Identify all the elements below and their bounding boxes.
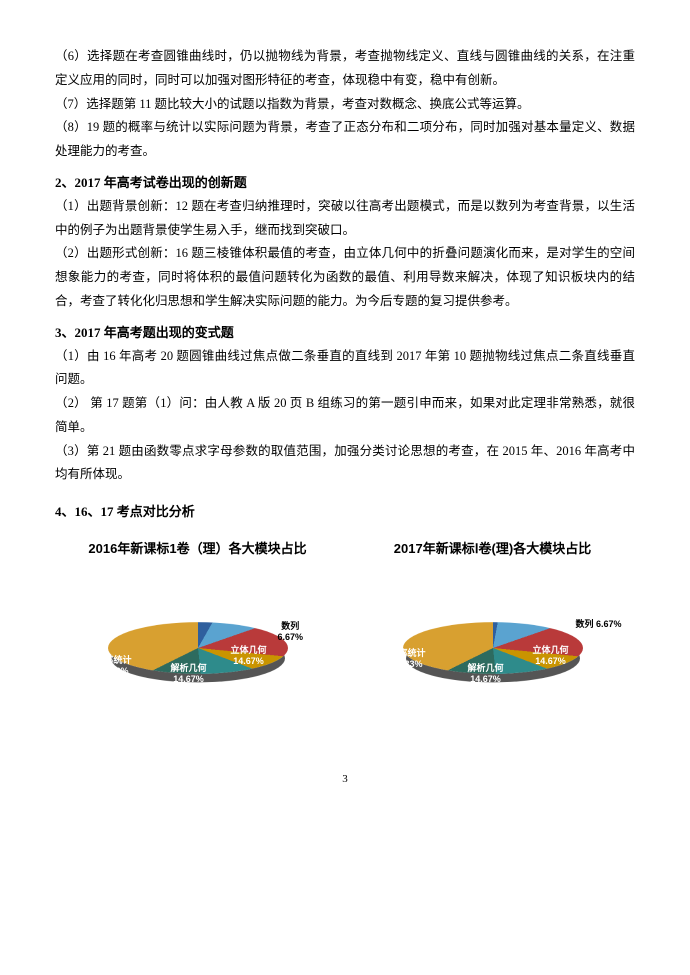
paragraph-2-1: （1）出题背景创新：12 题在考查归纳推理时，突破以往高考出题模式，而是以数列为… <box>55 195 635 243</box>
paragraph-3-2: （2） 第 17 题第（1）问：由人教 A 版 20 页 B 组练习的第一题引申… <box>55 392 635 440</box>
pie-chart-2016: 2016年新课标1卷（理）各大模块占比 其他30.00% 函数导数11.33% … <box>55 538 340 733</box>
slice-trig-2017: 三角函数11.33% <box>543 593 579 615</box>
charts-row: 2016年新课标1卷（理）各大模块占比 其他30.00% 函数导数11.33% … <box>55 538 635 733</box>
pie-2017-wrap: 其他26.67% 函数导数14.67% 三角函数11.33% 数列 6.67% … <box>358 563 628 733</box>
slice-seq-2017: 数列 6.67% <box>576 619 622 630</box>
heading-3: 3、2017 年高考题出现的变式题 <box>55 322 635 341</box>
paragraph-8: （8）19 题的概率与统计以实际问题为背景，考查了正态分布和二项分布，同时加强对… <box>55 116 635 164</box>
slice-func-2016: 函数导数11.33% <box>193 583 229 605</box>
slice-analytic-2016: 解析几何14.67% <box>171 663 207 685</box>
slice-solid-2016: 立体几何14.67% <box>231 645 267 667</box>
slice-prob-2017: 概率统计11.33% <box>390 648 426 670</box>
paragraph-3-3: （3）第 21 题由函数零点求字母参数的取值范围，加强分类讨论思想的考查，在 2… <box>55 440 635 488</box>
slice-solid-2017: 立体几何14.67% <box>533 645 569 667</box>
slice-analytic-2017: 解析几何14.67% <box>468 663 504 685</box>
document-page: （6）选择题在考查圆锥曲线时，仍以抛物线为背景，考查抛物线定义、直线与圆锥曲线的… <box>0 0 690 815</box>
paragraph-3-1: （1）由 16 年高考 20 题圆锥曲线过焦点做二条垂直的直线到 2017 年第… <box>55 345 635 393</box>
page-number: 3 <box>55 773 635 785</box>
slice-trig-2016: 三角函数11.33% <box>245 595 281 617</box>
paragraph-6: （6）选择题在考查圆锥曲线时，仍以抛物线为背景，考查抛物线定义、直线与圆锥曲线的… <box>55 45 635 93</box>
pie-chart-2017-title: 2017年新课标Ⅰ卷(理)各大模块占比 <box>350 538 635 557</box>
pie-chart-2017: 2017年新课标Ⅰ卷(理)各大模块占比 其他26.67% 函数导数14.67% … <box>350 538 635 733</box>
heading-4: 4、16、17 考点对比分析 <box>55 501 635 520</box>
pie-2016-wrap: 其他30.00% 函数导数11.33% 三角函数11.33% 数列6.67% 立… <box>63 563 333 733</box>
slice-other-2016: 其他30.00% <box>123 603 154 625</box>
slice-func-2017: 函数导数14.67% <box>486 581 522 603</box>
paragraph-7: （7）选择题第 11 题比较大小的试题以指数为背景，考查对数概念、换底公式等运算… <box>55 93 635 117</box>
slice-seq-2016: 数列6.67% <box>278 621 304 643</box>
slice-prob-2016: 概率统计11.33% <box>96 655 132 677</box>
paragraph-2-2: （2）出题形式创新：16 题三棱锥体积最值的考查，由立体几何中的折叠问题演化而来… <box>55 242 635 313</box>
heading-2: 2、2017 年高考试卷出现的创新题 <box>55 172 635 191</box>
slice-other-2017: 其他26.67% <box>418 601 449 623</box>
pie-chart-2016-title: 2016年新课标1卷（理）各大模块占比 <box>55 538 340 557</box>
